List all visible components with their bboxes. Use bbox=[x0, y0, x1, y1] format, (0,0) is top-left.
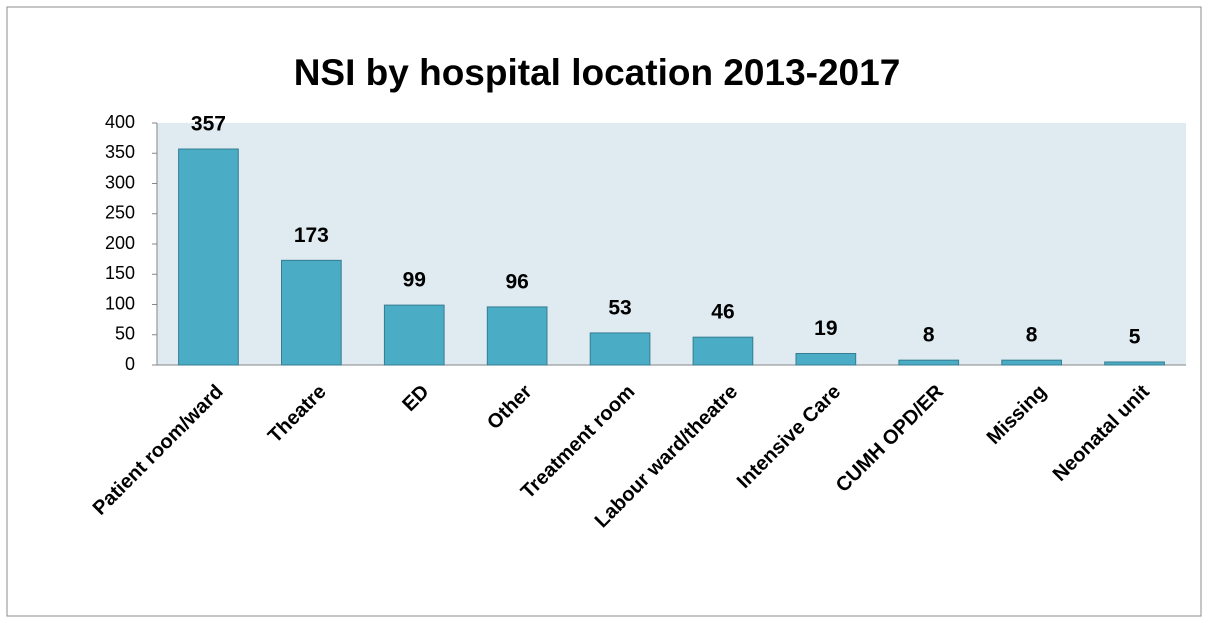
y-tick-label: 150 bbox=[105, 263, 135, 283]
data-label: 173 bbox=[294, 224, 329, 247]
y-tick-label: 400 bbox=[105, 112, 135, 132]
data-label: 8 bbox=[923, 324, 935, 347]
data-label: 5 bbox=[1129, 326, 1141, 349]
y-tick-label: 200 bbox=[105, 233, 135, 253]
bar bbox=[383, 304, 445, 366]
data-label: 19 bbox=[814, 317, 837, 340]
bar bbox=[589, 332, 651, 366]
data-label: 8 bbox=[1026, 324, 1038, 347]
data-label: 99 bbox=[403, 269, 426, 292]
chart-title: NSI by hospital location 2013-2017 bbox=[294, 52, 901, 93]
data-label: 357 bbox=[191, 113, 226, 136]
bar bbox=[795, 353, 857, 366]
data-label: 96 bbox=[505, 270, 528, 293]
y-tick-label: 250 bbox=[105, 203, 135, 223]
data-label: 53 bbox=[608, 296, 631, 319]
y-tick-label: 350 bbox=[105, 142, 135, 162]
y-tick-label: 0 bbox=[125, 354, 135, 374]
bar bbox=[486, 306, 548, 366]
bar bbox=[1104, 361, 1165, 366]
bar bbox=[898, 359, 960, 366]
data-label: 46 bbox=[711, 301, 734, 324]
bar bbox=[178, 148, 239, 366]
y-tick-label: 50 bbox=[115, 324, 135, 344]
bar bbox=[692, 336, 754, 366]
y-tick-label: 300 bbox=[105, 172, 135, 192]
y-tick-label: 100 bbox=[105, 293, 135, 313]
bar bbox=[281, 259, 342, 366]
bar bbox=[1001, 359, 1062, 366]
